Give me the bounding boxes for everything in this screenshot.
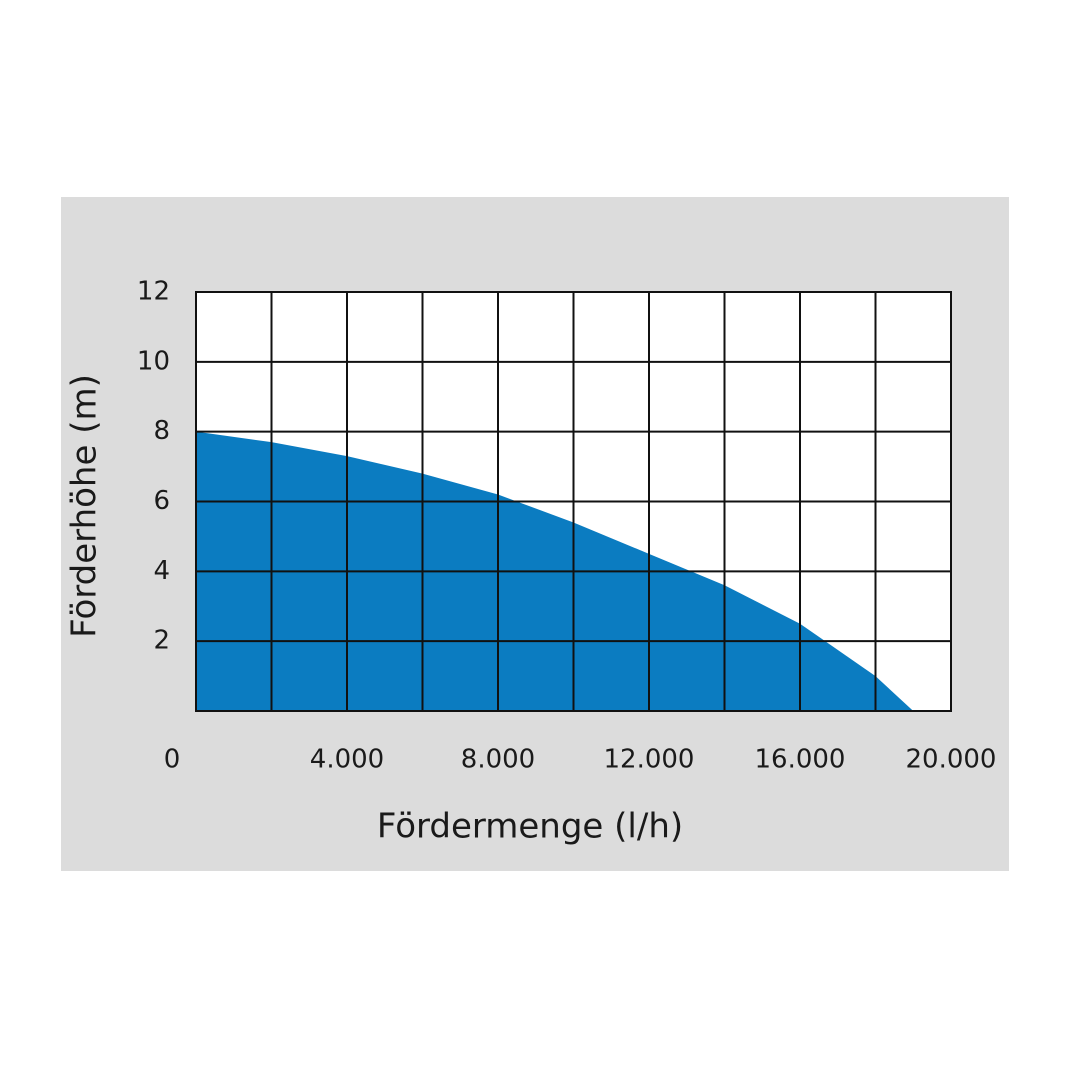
y-tick-label: 6 [153, 486, 170, 516]
y-axis-label: Förderhöhe (m) [65, 374, 105, 638]
x-tick-label: 12.000 [604, 745, 695, 775]
y-tick-label: 8 [153, 416, 170, 446]
x-tick-label: 16.000 [755, 745, 846, 775]
plot-frame [195, 291, 952, 712]
x-tick-label: 4.000 [310, 745, 384, 775]
y-tick-label: 10 [137, 346, 170, 376]
x-tick-label: 0 [164, 745, 181, 775]
x-tick-label: 20.000 [906, 745, 997, 775]
y-tick-label: 2 [153, 626, 170, 656]
x-tick-label: 8.000 [461, 745, 535, 775]
x-axis-label: Fördermenge (l/h) [377, 807, 683, 847]
y-tick-label: 12 [137, 277, 170, 307]
y-tick-label: 4 [153, 556, 170, 586]
